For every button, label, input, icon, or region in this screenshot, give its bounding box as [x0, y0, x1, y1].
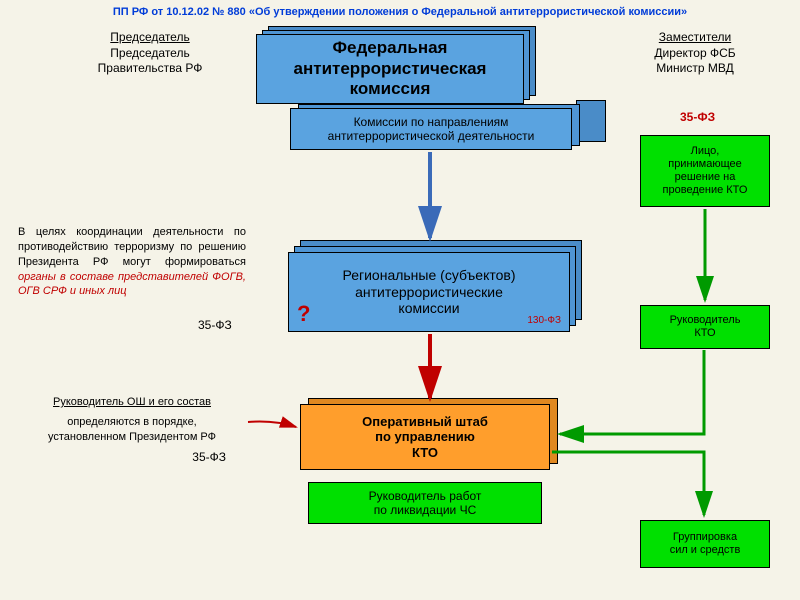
para-text1: В целях координации деятельности по прот…: [18, 226, 246, 268]
operhq-l3: КТО: [412, 445, 438, 461]
decree-header: ПП РФ от 10.12.02 № 880 «Об утверждении …: [0, 6, 800, 18]
regional-l2: антитеррористические: [355, 284, 503, 301]
kto-decision-box: Лицо, принимающее решение на проведение …: [640, 135, 770, 207]
arrow-osh-to-operhq: [248, 422, 296, 427]
group-l2: сил и средств: [670, 544, 741, 557]
osh-law: 35-ФЗ: [18, 450, 246, 466]
main-title-box: Федеральная антитеррористическая комисси…: [256, 34, 524, 104]
regional-l1: Региональные (субъектов): [342, 267, 515, 284]
regional-box: Региональные (субъектов) антитеррористич…: [288, 252, 570, 332]
operhq-box: Оперативный штаб по управлению КТО: [300, 404, 550, 470]
deputies-line2: Министр МВД: [630, 61, 760, 77]
para-text2: органы в составе представителей ФОГВ, ОГ…: [18, 271, 246, 298]
kto-decision-l3: решение на: [675, 171, 736, 184]
regional-l3: комиссии: [398, 300, 459, 317]
law-35fz-right: 35-ФЗ: [680, 110, 715, 124]
kto-decision-l4: проведение КТО: [663, 184, 748, 197]
chairman-heading: Председатель: [80, 30, 220, 46]
subcom-l1: Комиссии по направлениям: [354, 115, 509, 129]
coordination-paragraph: В целях координации деятельности по прот…: [18, 225, 246, 299]
kto-decision-l1: Лицо,: [691, 145, 720, 158]
subcom-shadow2: [576, 100, 606, 142]
chairman-block: Председатель Председатель Правительства …: [80, 30, 220, 77]
group-box: Группировка сил и средств: [640, 520, 770, 568]
chairman-line2: Правительства РФ: [80, 61, 220, 77]
kto-head-l2: КТО: [694, 327, 715, 340]
chairman-line1: Председатель: [80, 46, 220, 62]
operhq-l1: Оперативный штаб: [362, 414, 488, 430]
osh-l2: установленном Президентом РФ: [18, 430, 246, 444]
subcom-l2: антитеррористической деятельности: [328, 129, 535, 143]
regional-qmark: ?: [297, 301, 310, 327]
arrow-operhq-to-group: [552, 452, 704, 515]
deputies-line1: Директор ФСБ: [630, 46, 760, 62]
osh-l1: определяются в порядке,: [18, 415, 246, 429]
arrow-head-to-operhq: [560, 350, 704, 434]
operhq-l2: по управлению: [375, 429, 475, 445]
law-35fz-left: 35-ФЗ: [198, 318, 232, 332]
liq-head-l2: по ликвидации ЧС: [374, 503, 477, 517]
liq-head-l1: Руководитель работ: [369, 489, 482, 503]
regional-law: 130-ФЗ: [527, 315, 561, 327]
deputies-heading: Заместители: [630, 30, 760, 46]
main-title-l3: комиссия: [350, 79, 431, 99]
kto-head-box: Руководитель КТО: [640, 305, 770, 349]
group-l1: Группировка: [673, 531, 737, 544]
kto-head-l1: Руководитель: [670, 314, 741, 327]
osh-heading: Руководитель ОШ и его состав: [18, 395, 246, 409]
deputies-block: Заместители Директор ФСБ Министр МВД: [630, 30, 760, 77]
main-title-l1: Федеральная: [333, 38, 448, 58]
kto-decision-l2: принимающее: [668, 158, 742, 171]
main-title-l2: антитеррористическая: [294, 59, 487, 79]
subcom-box: Комиссии по направлениям антитеррористич…: [290, 108, 572, 150]
liq-head-box: Руководитель работ по ликвидации ЧС: [308, 482, 542, 524]
osh-block: Руководитель ОШ и его состав определяютс…: [18, 395, 246, 465]
